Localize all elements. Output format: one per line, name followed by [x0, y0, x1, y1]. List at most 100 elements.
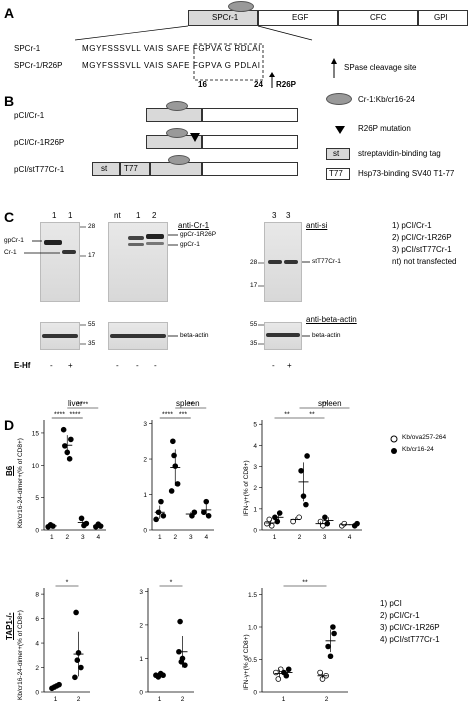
data-point	[160, 513, 167, 519]
panel-letter-c: C	[4, 209, 15, 225]
x-tick-label: 2	[65, 534, 69, 541]
data-point	[73, 609, 79, 616]
d-key-2: 2) pCI/Cr-1	[380, 611, 420, 620]
x-tick-label: 2	[77, 696, 81, 703]
y-tick-label: 1.0	[248, 625, 257, 632]
data-point	[264, 520, 270, 527]
data-point	[56, 681, 62, 688]
pos24: 24	[254, 80, 263, 89]
y-tick-label: 3	[253, 464, 257, 471]
t77-box-label: T77	[124, 164, 138, 173]
mw-17-left: 17	[88, 252, 96, 259]
data-point	[327, 653, 334, 660]
legend-st-box: st	[333, 149, 340, 158]
sig-label: ****	[77, 402, 88, 409]
y-tick-label: 2	[143, 457, 147, 464]
x-tick-label: 1	[282, 696, 286, 703]
data-point	[322, 514, 328, 521]
st-box-label: st	[101, 164, 108, 173]
domain-cfc: CFC	[370, 13, 387, 22]
y-tick-label: 1.5	[248, 592, 257, 599]
ehf-label: E-Hf	[14, 361, 31, 370]
anti-actin-label: anti-beta-actin	[306, 315, 357, 324]
band-actin-2: beta-actin	[312, 332, 341, 339]
y-tick-label: 10	[32, 463, 40, 470]
seq1: MGYFSSSVLL VAIS SAFE FGPVA G RDLAI	[82, 44, 261, 53]
lane-3b: 3	[286, 211, 291, 220]
panel-letter-a: A	[4, 5, 15, 21]
y-tick-label: 0	[35, 528, 39, 535]
y-tick-label: 0	[253, 528, 257, 535]
y-tick-label: 2	[35, 665, 39, 672]
x-tick-label: 1	[273, 534, 277, 541]
sig-label: *	[170, 580, 173, 587]
domain-sp: SPCr-1	[212, 13, 239, 22]
cr1-oval-b1	[166, 101, 188, 111]
lane-1a: 1	[52, 211, 57, 220]
lane-2-2: 2	[152, 211, 157, 220]
legend-st: streptavidin-binding tag	[358, 149, 441, 158]
x-tick-label: 3	[189, 534, 193, 541]
y-tick-label: 0	[35, 690, 39, 697]
legend-mutation: R26P mutation	[358, 124, 411, 133]
data-point	[60, 426, 67, 433]
y-tick-label: 15	[32, 430, 40, 437]
data-point	[303, 501, 309, 508]
sign-5: -	[154, 361, 157, 370]
band-gpcr1r26p: gpCr-1R26P	[180, 231, 217, 238]
c-key-3: 3) pCI/stT77Cr-1	[392, 245, 452, 254]
d-key-1: 1) pCI	[380, 599, 402, 608]
sign-3: -	[116, 361, 119, 370]
data-point	[158, 498, 164, 505]
domain-egf: EGF	[292, 13, 309, 22]
data-point	[72, 674, 78, 681]
legend-t77-box: T77	[329, 169, 343, 178]
domain-bar: SPCr-1 EGF CFC GPI	[188, 10, 468, 26]
x-tick-label: 2	[325, 696, 329, 703]
sig-label: **	[322, 402, 328, 409]
x-tick-label: 1	[54, 696, 58, 703]
sig-label: ***	[179, 412, 187, 419]
domain-gpi: GPI	[434, 13, 448, 22]
c-key-4: nt) not transfected	[392, 257, 457, 266]
sig-label: **	[284, 412, 290, 419]
sign-4: -	[136, 361, 139, 370]
lane-1b: 1	[68, 211, 73, 220]
x-tick-label: 2	[181, 696, 185, 703]
cr1-oval-b2	[166, 128, 188, 138]
data-point	[66, 456, 73, 462]
y-tick-label: 2	[253, 485, 257, 492]
mw-55-right: 55	[250, 321, 258, 328]
y-tick-label: 0.5	[248, 657, 257, 664]
x-tick-label: 4	[348, 534, 352, 541]
col-title-liver: liver	[68, 399, 83, 408]
col-title-spleen-ifn: spleen	[318, 399, 342, 408]
blot-2	[108, 222, 168, 302]
y-tick-label: 0	[143, 528, 147, 535]
mw-28-left: 28	[88, 223, 96, 230]
sig-label: *	[66, 580, 69, 587]
seq2: MGYFSSSVLL VAIS SAFE FGPVA G PDLAI	[82, 61, 261, 70]
band-cr1: Cr-1	[4, 249, 17, 256]
y-tick-label: 4	[253, 443, 257, 450]
pos16: 16	[198, 80, 207, 89]
data-point	[331, 630, 337, 637]
cr1-oval-b3	[168, 155, 190, 165]
anti-cr1-label: anti-Cr-1	[178, 221, 210, 230]
y-tick-label: 5	[35, 495, 39, 502]
construct-2: pCI/Cr-1R26P	[14, 138, 65, 147]
legend-cr1-oval	[326, 93, 352, 105]
construct-3: pCI/stT77Cr-1	[14, 165, 65, 174]
mw-35-left: 35	[88, 340, 96, 347]
sig-label: ****	[54, 412, 65, 419]
y-tick-label: 5	[253, 422, 257, 429]
sign-1: -	[50, 361, 53, 370]
y-tick-label: 0	[139, 690, 143, 697]
panel-letter-d: D	[4, 417, 15, 433]
panel-letter-b: B	[4, 93, 15, 109]
data-point	[170, 438, 176, 445]
legend-cr: Kb/cr16-24	[402, 446, 434, 453]
